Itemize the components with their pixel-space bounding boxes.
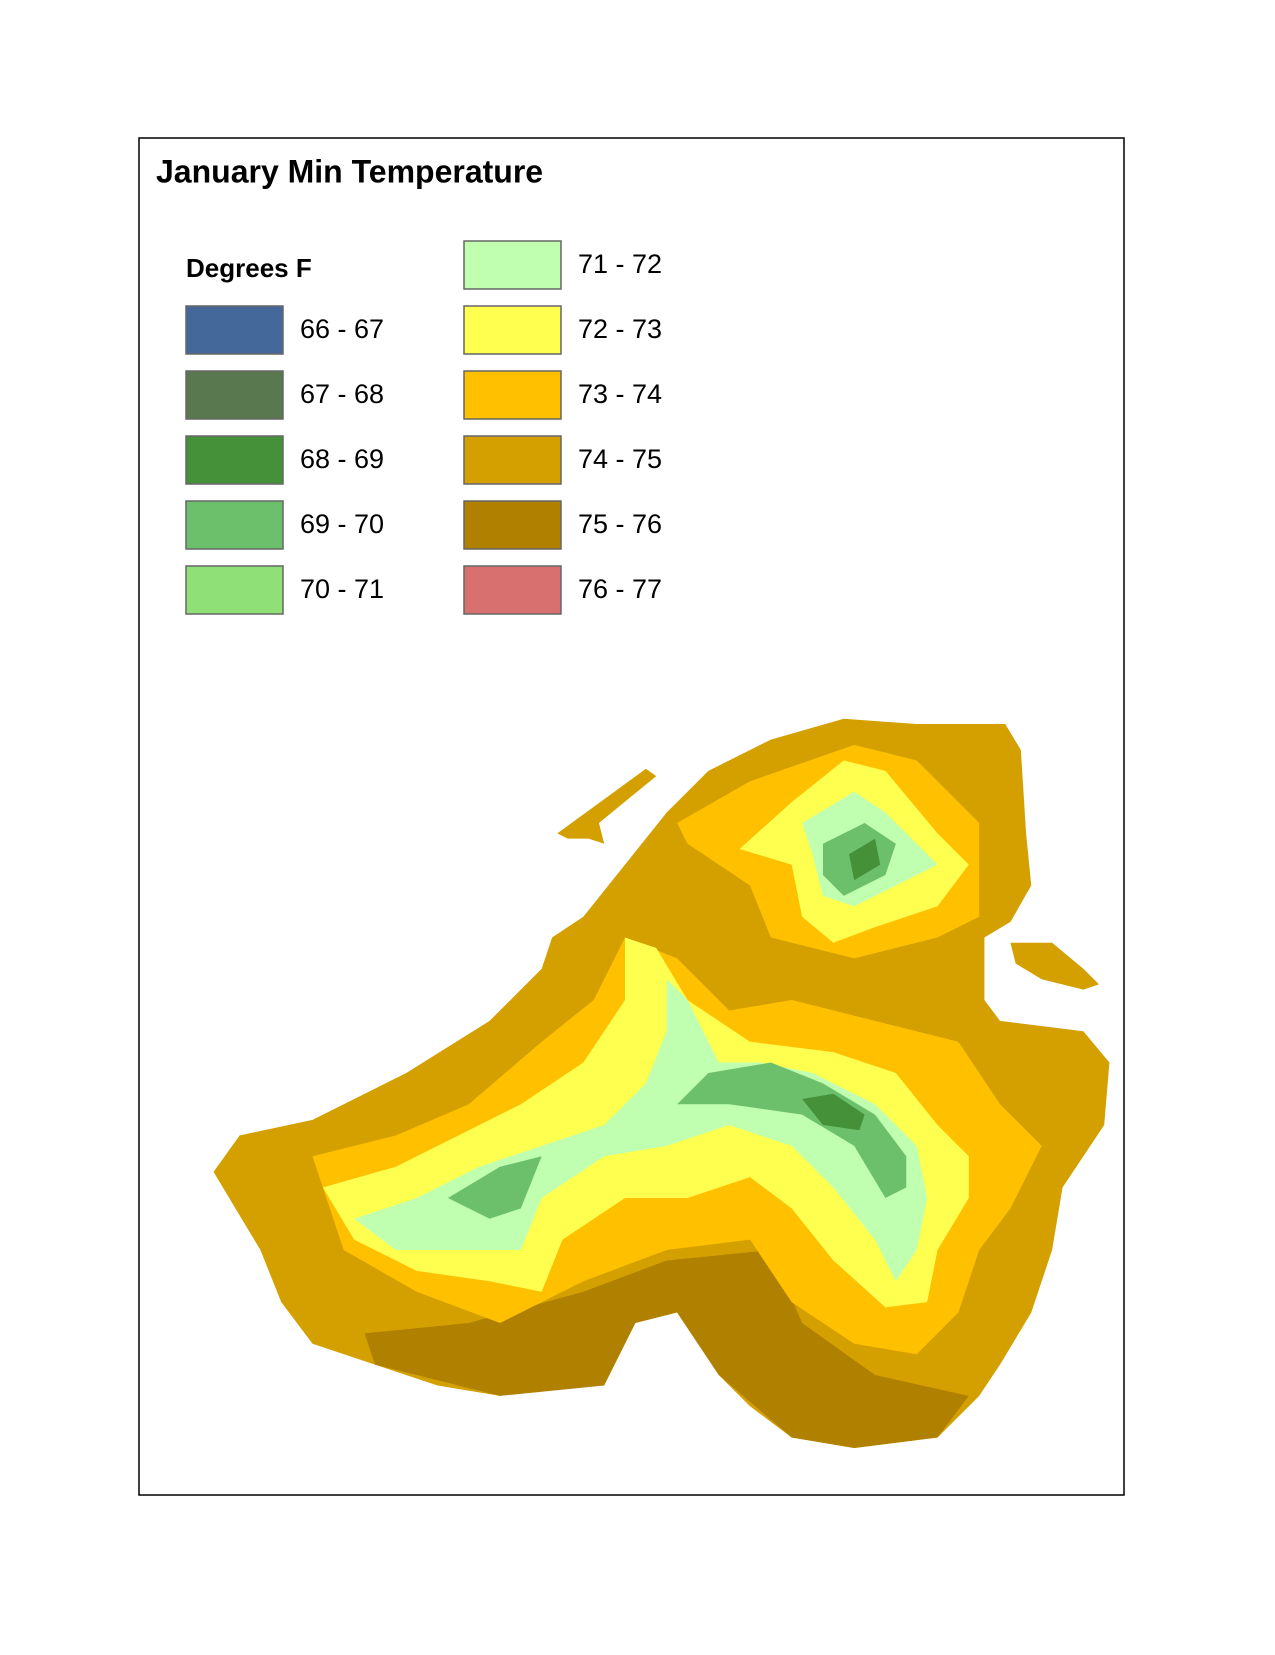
legend-label: 75 - 76 xyxy=(578,509,662,539)
legend-label: 70 - 71 xyxy=(300,574,384,604)
legend-swatch xyxy=(463,305,562,355)
legend-swatch xyxy=(185,435,284,485)
legend-label: 66 - 67 xyxy=(300,314,384,344)
legend-title: Degrees F xyxy=(186,253,312,283)
legend-swatch xyxy=(463,240,562,290)
legend-label: 73 - 74 xyxy=(578,379,662,409)
legend-swatch xyxy=(185,500,284,550)
legend-swatch xyxy=(185,305,284,355)
legend-swatch xyxy=(185,565,284,615)
legend-label: 67 - 68 xyxy=(300,379,384,409)
legend-swatch xyxy=(185,370,284,420)
legend-label: 72 - 73 xyxy=(578,314,662,344)
island-map xyxy=(213,718,1110,1448)
legend-swatch xyxy=(463,565,562,615)
legend-swatch xyxy=(463,500,562,550)
legend-label: 74 - 75 xyxy=(578,444,662,474)
legend-swatch xyxy=(463,435,562,485)
legend-label: 69 - 70 xyxy=(300,509,384,539)
map-title: January Min Temperature xyxy=(156,153,543,189)
legend-label: 76 - 77 xyxy=(578,574,662,604)
legend-swatch xyxy=(463,370,562,420)
legend-label: 68 - 69 xyxy=(300,444,384,474)
legend: 66 - 67 67 - 68 68 - 69 69 - 70 70 - 71 71 - … xyxy=(185,240,662,615)
legend-label: 71 - 72 xyxy=(578,249,662,279)
